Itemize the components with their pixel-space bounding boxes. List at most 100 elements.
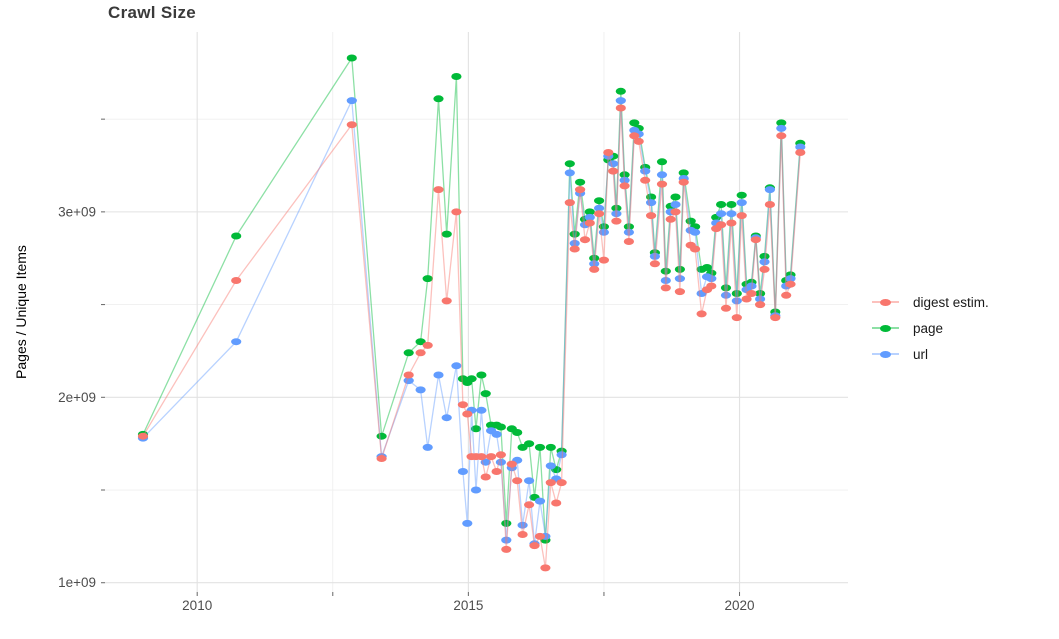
- data-point-page: [346, 54, 357, 62]
- series-points-digest: [137, 104, 806, 572]
- data-point-url: [534, 497, 546, 505]
- data-point-page: [470, 425, 482, 433]
- data-point-digest: [512, 477, 523, 485]
- data-point-page: [376, 432, 387, 440]
- legend-item-url: url: [872, 341, 989, 367]
- data-point-digest: [540, 564, 551, 572]
- data-point-url: [785, 275, 796, 283]
- x-tick-labels: 2010 2015 2020: [182, 598, 754, 613]
- data-point-url: [594, 204, 605, 212]
- data-point-url: [451, 362, 462, 370]
- data-point-page: [594, 197, 605, 205]
- data-point-digest: [441, 297, 452, 305]
- series-line-url: [142, 98, 801, 544]
- data-point-page: [495, 423, 506, 431]
- data-point-digest: [665, 215, 676, 223]
- data-point-page: [646, 193, 657, 201]
- data-point-url: [517, 521, 528, 529]
- data-point-digest: [731, 314, 742, 322]
- data-point-url: [569, 239, 580, 247]
- data-point-url: [706, 275, 717, 283]
- data-point-page: [678, 169, 689, 177]
- data-point-digest: [594, 210, 605, 218]
- data-point-page: [776, 119, 787, 127]
- data-point-digest: [480, 473, 491, 481]
- data-point-digest: [564, 199, 575, 207]
- data-point-page: [674, 265, 686, 273]
- x-tick-label: 2010: [182, 598, 212, 613]
- data-point-digest: [640, 176, 651, 184]
- data-point-url: [403, 377, 414, 385]
- data-point-digest: [603, 149, 614, 156]
- data-point-page: [564, 160, 575, 168]
- legend-key-icon: [872, 323, 899, 334]
- data-point-digest: [534, 532, 546, 540]
- data-point-page: [736, 191, 747, 199]
- data-point-digest: [476, 453, 487, 461]
- data-point-page: [575, 178, 586, 186]
- data-point-page: [720, 284, 732, 292]
- data-point-page: [701, 264, 713, 271]
- data-point-url: [746, 282, 757, 290]
- data-point-page: [619, 171, 630, 179]
- data-point-url: [731, 297, 742, 305]
- data-point-digest: [137, 432, 149, 440]
- data-point-digest: [524, 501, 535, 509]
- data-point-url: [422, 443, 433, 451]
- gridlines-major: [105, 32, 848, 592]
- axis-tick-marks: [101, 118, 741, 596]
- data-point-url: [441, 414, 452, 422]
- data-point-digest: [649, 260, 661, 268]
- data-point-digest: [646, 212, 657, 220]
- data-point-digest: [462, 410, 473, 418]
- data-point-digest: [451, 208, 462, 216]
- data-point-url: [476, 406, 487, 414]
- data-point-page: [731, 290, 742, 297]
- data-point-url: [462, 519, 473, 527]
- data-point-url: [608, 160, 619, 168]
- data-point-url: [670, 201, 681, 208]
- data-point-digest: [579, 236, 591, 244]
- data-point-page: [726, 201, 737, 208]
- data-point-url: [716, 210, 727, 218]
- data-point-url: [545, 462, 556, 470]
- data-point-digest: [795, 149, 806, 156]
- data-point-digest: [598, 256, 610, 264]
- chart-title: Crawl Size: [108, 3, 197, 22]
- data-point-url: [501, 536, 512, 544]
- data-point-url: [495, 458, 506, 466]
- data-point-url: [646, 199, 657, 207]
- data-point-digest: [491, 468, 502, 475]
- data-point-digest: [608, 167, 619, 175]
- data-point-page: [685, 217, 696, 225]
- data-point-url: [564, 169, 575, 177]
- data-point-digest: [629, 132, 640, 140]
- data-point-page: [716, 201, 727, 208]
- data-point-digest: [741, 295, 752, 303]
- data-point-url: [690, 228, 701, 236]
- data-point-digest: [670, 208, 681, 216]
- data-point-url: [615, 97, 626, 105]
- data-point-page: [656, 158, 668, 166]
- data-point-digest: [376, 455, 387, 462]
- data-point-digest: [433, 186, 444, 194]
- data-point-digest: [678, 178, 689, 186]
- data-point-digest: [746, 290, 757, 297]
- data-point-page: [569, 230, 580, 238]
- data-point-page: [584, 208, 595, 216]
- data-point-digest: [750, 236, 761, 244]
- data-point-page: [433, 95, 444, 103]
- data-point-page: [422, 275, 433, 283]
- data-point-digest: [755, 301, 766, 309]
- data-point-digest: [569, 245, 580, 253]
- data-point-page: [615, 87, 626, 95]
- data-point-url: [556, 451, 567, 459]
- data-point-page: [660, 267, 671, 275]
- data-point-digest: [619, 182, 630, 190]
- data-point-url: [720, 291, 732, 299]
- data-point-digest: [422, 341, 433, 349]
- data-point-digest: [623, 238, 635, 245]
- data-point-digest: [776, 132, 787, 140]
